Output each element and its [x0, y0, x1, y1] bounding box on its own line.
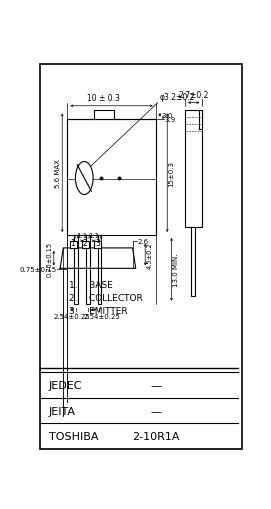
Text: 2.    COLLECTOR: 2. COLLECTOR	[69, 294, 142, 302]
Text: 3.9: 3.9	[165, 117, 176, 123]
Text: 3.0: 3.0	[162, 112, 173, 119]
Text: 15±0.3: 15±0.3	[169, 160, 175, 186]
Text: 2.7±0.2: 2.7±0.2	[179, 91, 209, 99]
Circle shape	[75, 162, 93, 195]
Bar	[191, 228, 195, 296]
Text: 2.6: 2.6	[138, 238, 149, 244]
Polygon shape	[60, 248, 136, 269]
Text: —: —	[150, 406, 161, 416]
Text: 4.5±0.2: 4.5±0.2	[146, 242, 153, 268]
Text: 10 ± 0.3: 10 ± 0.3	[87, 94, 120, 103]
Bar	[94, 111, 114, 120]
Text: 2: 2	[83, 239, 88, 248]
Bar	[185, 111, 202, 228]
Text: JEDEC: JEDEC	[49, 380, 82, 390]
Text: 2-10R1A: 2-10R1A	[132, 431, 179, 441]
Text: 0.75±0.15: 0.75±0.15	[20, 267, 57, 273]
Text: 13.0 MIN.: 13.0 MIN.	[173, 253, 179, 287]
Text: TOSHIBA: TOSHIBA	[49, 431, 98, 441]
Text: 1: 1	[71, 239, 75, 248]
Bar	[75, 236, 78, 304]
Text: 5.6 MAX: 5.6 MAX	[56, 159, 62, 188]
Text: 1.    BASE: 1. BASE	[69, 280, 112, 290]
Text: 2.54±0.25: 2.54±0.25	[84, 314, 120, 320]
Bar	[70, 241, 76, 248]
Bar	[82, 241, 89, 248]
Bar	[86, 236, 90, 304]
Text: 2.54±0.25: 2.54±0.25	[53, 314, 90, 320]
Bar	[94, 241, 101, 248]
Text: 3: 3	[95, 239, 100, 248]
Bar	[199, 111, 202, 130]
Text: 3.    EMITTER: 3. EMITTER	[69, 306, 127, 316]
Text: 1.1: 1.1	[88, 232, 99, 238]
Bar	[67, 120, 156, 236]
Text: JEITA: JEITA	[49, 406, 76, 416]
Text: 1.1: 1.1	[76, 232, 88, 238]
Text: —: —	[150, 380, 161, 390]
Text: φ3.2±0.2: φ3.2±0.2	[160, 93, 195, 101]
Bar	[98, 236, 101, 304]
Text: 0.75±0.15: 0.75±0.15	[47, 241, 53, 276]
